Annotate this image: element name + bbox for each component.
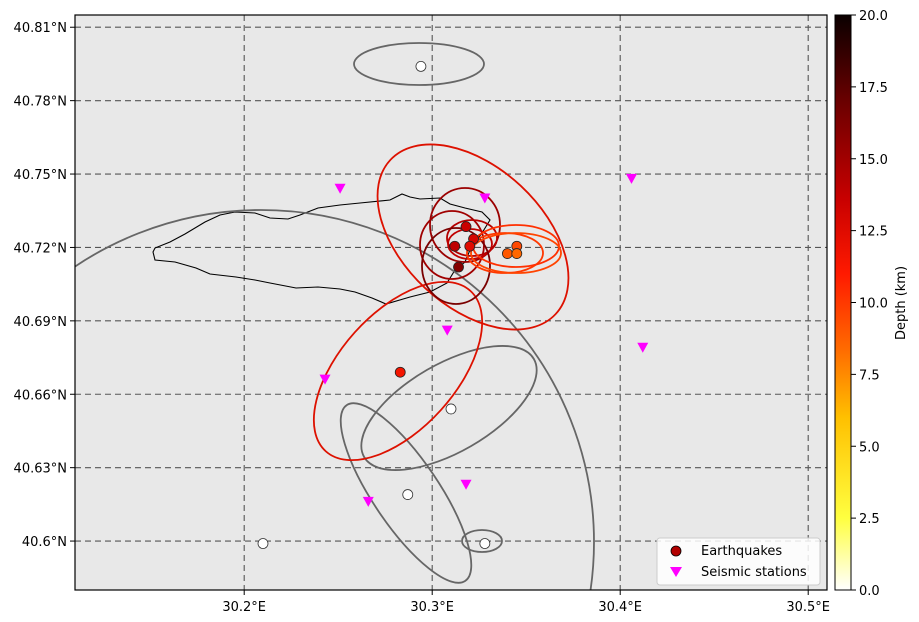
y-tick-label: 40.81°N — [14, 21, 67, 36]
error-ellipse — [75, 209, 595, 590]
y-tick-label: 40.72°N — [14, 241, 67, 256]
x-tick-label: 30.5°E — [786, 600, 830, 615]
unlocated-event-marker — [479, 538, 491, 549]
colorbar: 0.0 2.5 5.0 7.5 10.0 12.5 15.0 17.5 20.0 Depth (… — [834, 9, 909, 599]
colorbar-tick-label: 7.5 — [859, 368, 880, 383]
earthquake-marker — [453, 261, 464, 273]
y-tick-label: 40.6°N — [22, 535, 67, 550]
earthquake-marker — [464, 240, 476, 252]
colorbar-tick-label: 2.5 — [859, 512, 880, 527]
error-ellipse — [312, 280, 484, 462]
colorbar-label: Depth (km) — [894, 266, 909, 340]
error-ellipse — [421, 227, 491, 305]
unlocated-event-marker — [445, 403, 457, 415]
y-tick-label: 40.66°N — [14, 388, 67, 403]
station-marker — [441, 325, 453, 336]
y-axis-ticks: 40.81°N 40.78°N 40.75°N 40.72°N 40.69°N 40.66… — [14, 21, 75, 550]
earthquake-marker — [501, 248, 513, 259]
error-ellipse — [353, 42, 485, 86]
unlocated-error-ellipses — [75, 42, 595, 590]
earthquake-marker — [449, 240, 461, 252]
unlocated-event-marker — [402, 489, 414, 500]
colorbar-tick-label: 15.0 — [859, 153, 888, 168]
colorbar-tick-label: 17.5 — [859, 81, 888, 96]
station-marker — [334, 183, 346, 194]
coastline-outline — [152, 193, 491, 305]
y-tick-label: 40.63°N — [14, 462, 67, 477]
station-marker — [625, 173, 637, 184]
legend-stations-label: Seismic stations — [701, 565, 807, 580]
station-marker-icon — [670, 567, 682, 577]
station-marker — [479, 193, 491, 204]
colorbar-tick-label: 10.0 — [859, 297, 888, 312]
grid-lines — [75, 15, 827, 590]
station-marker — [319, 374, 331, 385]
unlocated-event-marker — [415, 60, 427, 72]
error-ellipse — [360, 345, 538, 471]
x-tick-label: 30.4°E — [598, 600, 642, 615]
y-tick-label: 40.75°N — [14, 168, 67, 183]
y-tick-label: 40.78°N — [14, 95, 67, 110]
plot-frame — [74, 14, 828, 591]
colorbar-tick-label: 20.0 — [859, 9, 888, 24]
map-background — [75, 15, 827, 590]
error-ellipse — [470, 232, 562, 274]
station-marker — [362, 496, 374, 507]
error-ellipse — [461, 529, 503, 553]
earthquake-error-ellipses — [312, 143, 570, 462]
colorbar-tick-label: 5.0 — [859, 440, 880, 455]
x-tick-label: 30.2°E — [222, 600, 266, 615]
unlocated-events — [257, 60, 491, 549]
colorbar-ticks: 0.0 2.5 5.0 7.5 10.0 12.5 15.0 17.5 20.0 — [851, 9, 888, 599]
seismic-stations — [319, 173, 649, 507]
x-axis-ticks: 30.2°E 30.3°E 30.4°E 30.5°E — [222, 590, 830, 615]
unlocated-event-marker — [257, 538, 269, 549]
y-tick-label: 40.69°N — [14, 315, 67, 330]
earthquake-marker — [394, 366, 406, 378]
earthquakes — [394, 221, 523, 378]
x-tick-label: 30.3°E — [410, 600, 454, 615]
colorbar-gradient — [834, 14, 852, 591]
legend-earthquakes-label: Earthquakes — [701, 544, 782, 559]
station-marker — [460, 479, 472, 490]
earthquake-marker-icon — [670, 545, 682, 557]
earthquake-marker — [511, 248, 523, 259]
error-ellipse — [376, 143, 570, 331]
colorbar-tick-label: 0.0 — [859, 584, 880, 599]
error-ellipse — [339, 402, 473, 584]
colorbar-tick-label: 12.5 — [859, 225, 888, 240]
station-marker — [637, 342, 649, 353]
error-ellipse — [429, 187, 501, 263]
legend: Earthquakes Seismic stations — [656, 537, 821, 586]
earthquake-marker — [460, 221, 472, 233]
